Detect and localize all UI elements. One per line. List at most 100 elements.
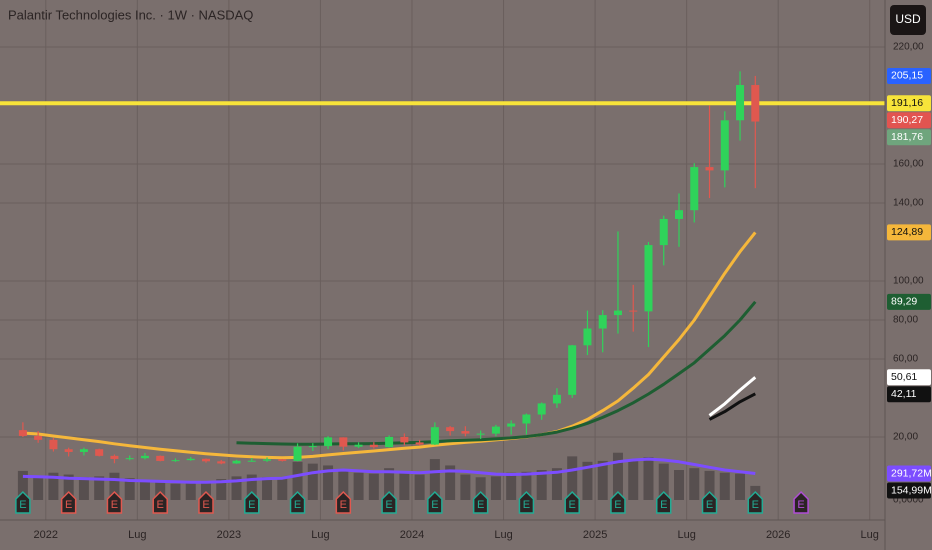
candle-body [644,245,653,312]
indicator-line [708,392,756,421]
candle-body [64,449,73,452]
earnings-marker [793,490,809,514]
candle-body [491,426,500,434]
price-label: 181,76 [891,131,923,143]
price-label: 191,16 [891,97,923,109]
y-tick-label: 100,00 [893,276,924,287]
volume-bar [338,470,349,500]
candle-body [49,439,58,450]
volume-bar [33,476,44,500]
candle-body [568,345,577,395]
volume-bar [521,471,532,500]
volume-bar [185,482,196,500]
candle-body [354,444,363,447]
volume-bar [368,473,379,500]
price-label-box [887,224,931,241]
earnings-marker [472,490,489,514]
price-label-box [887,129,931,146]
volume-bar [292,461,303,500]
earnings-label: E [706,499,713,511]
volume-bar [139,480,150,500]
x-tick-label: 2025 [583,529,607,541]
volume-bar [551,468,562,500]
y-tick-label: 140,00 [893,198,924,209]
earnings-label: E [248,499,255,511]
earnings-label: E [157,499,164,511]
candle-body [629,310,638,312]
indicator-line [236,300,757,446]
earnings-label: E [65,499,72,511]
volume-bar [414,474,425,500]
candle-body [736,85,745,121]
candle-body [18,430,27,436]
earnings-marker [381,490,397,514]
volume-bar [246,474,257,500]
volume-bar [612,452,623,500]
x-tick-label: Lug [677,529,695,541]
candle-body [720,120,729,171]
y-tick-label: 80,00 [893,315,918,326]
earnings-label: E [385,499,392,511]
volume-bar [475,477,486,500]
price-label-box [887,67,931,84]
indicator-line [708,376,757,417]
price-label-box [887,386,931,403]
price-label: 124,89 [891,226,923,238]
volume-bar [277,478,288,500]
x-tick-label: Lug [861,529,879,541]
y2-tick-label: 0,0000 [893,495,924,506]
x-tick-label: Lug [311,529,329,541]
volume-bar [353,472,364,500]
volume-bar [643,457,654,500]
volume-bar [567,456,578,500]
candle-body [232,460,241,464]
candle-body [583,328,592,346]
candle-body [34,435,43,440]
currency-button[interactable] [890,5,926,35]
volume-bar [689,468,700,500]
x-tick-label: Lug [494,529,512,541]
price-label: 190,27 [891,114,923,126]
volume-bar [78,477,89,500]
candle-body [430,427,439,445]
price-label-box [887,465,931,482]
y-tick-label: 160,00 [893,159,924,170]
price-label: 42,11 [891,388,917,400]
candle-body [95,449,104,456]
volume-bar [490,476,501,500]
candle-body [476,433,485,435]
axes: 220,00 160,00 140,00 100,00 80,00 60,00 20,00 0… [34,42,932,541]
candle-body [751,85,760,122]
earnings-marker [747,490,764,514]
currency-label[interactable]: USD [895,12,921,26]
volume-bar [719,472,730,500]
candle-body [552,394,561,404]
volume-bar [307,463,318,500]
candle-body [400,436,409,443]
volume-bar [506,472,517,500]
candle-body [293,446,302,461]
earnings-marker [198,490,214,514]
price-label-box [887,293,931,310]
volume-bar [94,476,105,500]
candle-body [690,167,699,211]
earnings-label: E [202,499,209,511]
earnings-label: E [19,499,26,511]
price-label-box [887,482,931,499]
candle-body [675,210,684,219]
candle-body [659,218,668,246]
candle-body [263,459,272,461]
candle-body [705,167,714,171]
earnings-label: E [340,499,347,511]
earnings-marker [610,490,626,514]
volume-bar [384,468,395,500]
earnings-label: E [614,499,621,511]
volume-bar [582,461,593,500]
x-tick-label: 2022 [34,529,58,541]
volume-bar [735,473,746,500]
price-label: 50,61 [891,371,917,383]
volume-bar [536,470,547,500]
